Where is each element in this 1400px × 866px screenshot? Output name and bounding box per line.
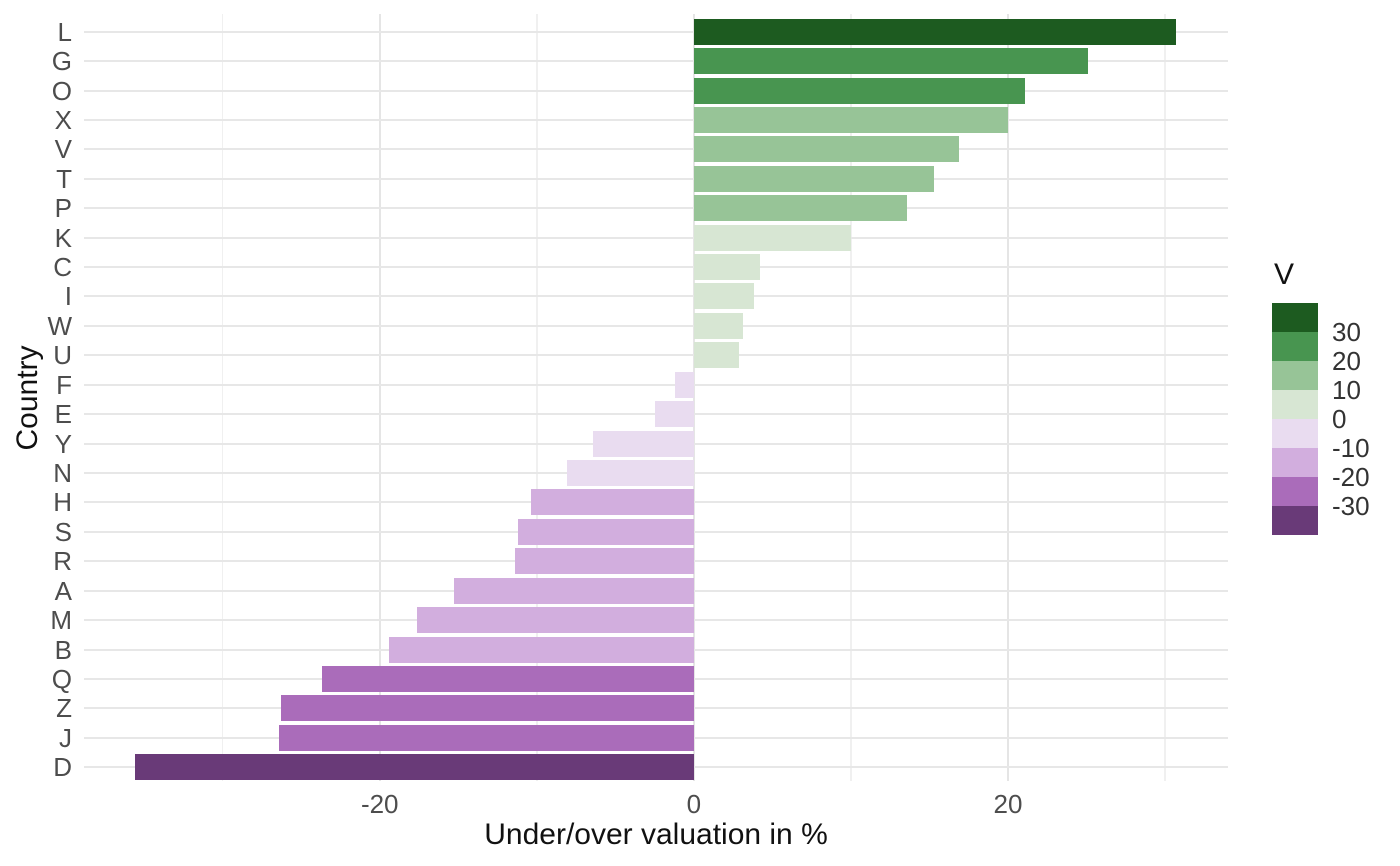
legend-swatch-1 bbox=[1272, 332, 1318, 361]
legend-label-10: 10 bbox=[1332, 375, 1361, 405]
legend: V 30 20 10 0 -10 -20 -30 bbox=[1272, 258, 1400, 558]
y-tick-label-D: D bbox=[53, 752, 72, 783]
y-tick-label-G: G bbox=[51, 46, 72, 77]
y-tick-label-Z: Z bbox=[56, 693, 72, 724]
x-axis-title: Under/over valuation in % bbox=[484, 818, 828, 851]
x-tick-label-0: 0 bbox=[686, 789, 702, 819]
bar-I bbox=[693, 283, 754, 310]
y-tick-label-M: M bbox=[50, 605, 72, 636]
x-tick-label--20: -20 bbox=[360, 789, 399, 819]
row-gridline-T bbox=[84, 177, 1228, 180]
legend-swatch-5 bbox=[1272, 448, 1318, 477]
gridline-major-20 bbox=[1006, 14, 1009, 781]
y-tick-label-V: V bbox=[54, 134, 72, 165]
bar-N bbox=[566, 460, 694, 486]
y-tick-label-L: L bbox=[57, 16, 72, 47]
gridline-minor-30 bbox=[1164, 14, 1166, 781]
row-gridline-X bbox=[84, 118, 1228, 121]
y-tick-label-T: T bbox=[56, 163, 72, 194]
bar-G bbox=[693, 48, 1089, 75]
row-gridline-L bbox=[84, 30, 1228, 33]
gridline-minor--10 bbox=[536, 14, 538, 781]
gridline-minor--30 bbox=[221, 14, 224, 781]
plot-panel bbox=[84, 14, 1228, 781]
bar-X bbox=[693, 106, 1008, 133]
gridline-major--20 bbox=[378, 14, 381, 781]
gridline-major-0 bbox=[692, 14, 695, 781]
y-tick-label-O: O bbox=[51, 75, 72, 106]
y-tick-label-N: N bbox=[53, 458, 72, 488]
legend-label-20: 20 bbox=[1332, 346, 1361, 376]
row-gridline-G bbox=[84, 60, 1228, 63]
bar-U bbox=[693, 342, 740, 369]
y-tick-label-H: H bbox=[53, 487, 72, 518]
bar-E bbox=[654, 401, 694, 428]
y-tick-label-P: P bbox=[54, 193, 72, 224]
legend-label--30: -30 bbox=[1332, 491, 1370, 521]
bar-A bbox=[453, 577, 694, 604]
y-tick-label-W: W bbox=[47, 310, 72, 341]
y-tick-label-A: A bbox=[54, 575, 72, 606]
bar-B bbox=[389, 636, 694, 663]
bar-S bbox=[517, 518, 694, 545]
bar-L bbox=[693, 18, 1176, 45]
legend-swatch-0 bbox=[1272, 303, 1318, 332]
legend-swatch-3 bbox=[1272, 390, 1318, 419]
bar-C bbox=[693, 254, 760, 281]
y-tick-label-Y: Y bbox=[54, 428, 72, 459]
bar-Z bbox=[280, 695, 694, 722]
y-tick-label-S: S bbox=[54, 516, 72, 547]
bar-K bbox=[693, 224, 851, 251]
y-tick-label-K: K bbox=[54, 222, 72, 253]
y-tick-label-X: X bbox=[54, 104, 72, 135]
row-gridline-W bbox=[84, 324, 1228, 327]
row-gridline-V bbox=[84, 148, 1228, 151]
legend-swatch-4 bbox=[1272, 419, 1318, 448]
y-axis-title: Country bbox=[11, 345, 44, 451]
legend-label--10: -10 bbox=[1332, 433, 1370, 463]
y-tick-label-I: I bbox=[64, 281, 72, 312]
legend-label-0: 0 bbox=[1332, 404, 1347, 434]
x-tick-label-20: 20 bbox=[993, 789, 1023, 819]
row-gridline-U bbox=[84, 354, 1228, 357]
bar-P bbox=[693, 195, 908, 222]
legend-title: V bbox=[1274, 258, 1295, 291]
row-gridline-C bbox=[84, 266, 1228, 269]
bar-M bbox=[417, 607, 694, 634]
y-tick-label-R: R bbox=[53, 546, 72, 577]
legend-label--20: -20 bbox=[1332, 462, 1370, 492]
bar-J bbox=[279, 724, 694, 751]
row-gridline-O bbox=[84, 89, 1228, 92]
row-gridline-F bbox=[84, 383, 1228, 386]
bar-F bbox=[675, 371, 694, 398]
bar-R bbox=[514, 548, 694, 575]
legend-swatch-6 bbox=[1272, 477, 1318, 506]
row-gridline-I bbox=[84, 295, 1228, 298]
y-tick-label-C: C bbox=[53, 252, 72, 283]
bar-Q bbox=[321, 665, 694, 692]
y-tick-label-B: B bbox=[54, 634, 72, 665]
bar-Y bbox=[593, 430, 694, 457]
bar-H bbox=[530, 489, 694, 516]
bar-V bbox=[693, 136, 960, 163]
legend-label-30: 30 bbox=[1332, 317, 1361, 347]
row-gridline-P bbox=[84, 207, 1228, 210]
y-tick-label-U: U bbox=[53, 340, 72, 371]
y-tick-label-Q: Q bbox=[51, 663, 72, 694]
bar-O bbox=[693, 77, 1026, 104]
legend-swatch-2 bbox=[1272, 361, 1318, 390]
y-tick-label-F: F bbox=[56, 369, 72, 400]
legend-swatch-7 bbox=[1272, 506, 1318, 535]
gridline-minor-10 bbox=[850, 14, 852, 781]
row-gridline-K bbox=[84, 236, 1228, 239]
bar-W bbox=[693, 312, 743, 339]
bar-T bbox=[693, 165, 935, 192]
y-tick-label-E: E bbox=[54, 399, 72, 430]
y-tick-label-J: J bbox=[59, 722, 72, 753]
bar-D bbox=[134, 754, 694, 781]
